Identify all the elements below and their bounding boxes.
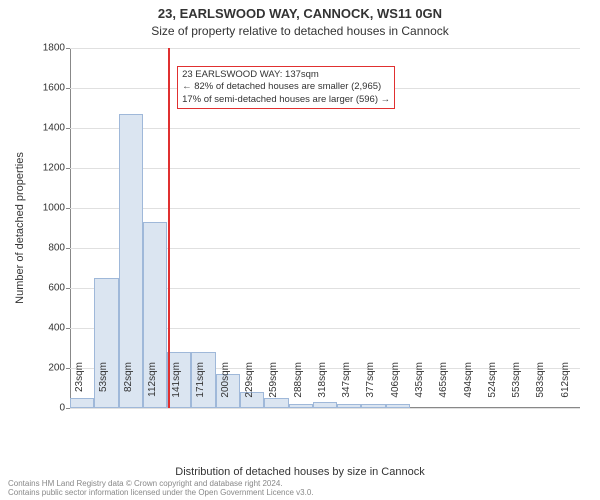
gridline	[70, 128, 580, 129]
y-tick-label: 1800	[25, 43, 65, 54]
footer-line-2: Contains public sector information licen…	[8, 488, 592, 498]
x-tick-label: 288sqm	[293, 362, 304, 412]
y-axis-line	[70, 48, 71, 408]
gridline	[70, 48, 580, 49]
plot-inner: 02004006008001000120014001600180023sqm53…	[70, 48, 580, 408]
x-tick-label: 171sqm	[195, 362, 206, 412]
x-tick-label: 583sqm	[535, 362, 546, 412]
y-tick-mark	[66, 288, 70, 289]
x-tick-label: 112sqm	[147, 362, 158, 412]
y-axis-label: Number of detached properties	[14, 152, 26, 304]
chart-title: 23, EARLSWOOD WAY, CANNOCK, WS11 0GN	[0, 6, 600, 21]
annotation-line: 23 EARLSWOOD WAY: 137sqm	[182, 69, 390, 81]
y-tick-mark	[66, 48, 70, 49]
x-tick-label: 200sqm	[220, 362, 231, 412]
y-tick-label: 1600	[25, 83, 65, 94]
y-tick-mark	[66, 368, 70, 369]
x-axis-label: Distribution of detached houses by size …	[0, 466, 600, 478]
chart-subtitle: Size of property relative to detached ho…	[0, 24, 600, 38]
footer-credits: Contains HM Land Registry data © Crown c…	[8, 479, 592, 498]
x-tick-label: 53sqm	[98, 362, 109, 412]
x-tick-label: 259sqm	[268, 362, 279, 412]
y-tick-label: 800	[25, 243, 65, 254]
x-tick-label: 465sqm	[438, 362, 449, 412]
y-tick-mark	[66, 208, 70, 209]
y-tick-label: 200	[25, 363, 65, 374]
x-tick-label: 347sqm	[341, 362, 352, 412]
y-tick-label: 1200	[25, 163, 65, 174]
x-tick-label: 406sqm	[390, 362, 401, 412]
x-tick-label: 377sqm	[365, 362, 376, 412]
y-tick-mark	[66, 408, 70, 409]
x-tick-label: 612sqm	[560, 362, 571, 412]
y-tick-label: 0	[25, 403, 65, 414]
x-tick-label: 229sqm	[244, 362, 255, 412]
y-tick-label: 400	[25, 323, 65, 334]
x-tick-label: 82sqm	[123, 362, 134, 412]
annotation-line: 17% of semi-detached houses are larger (…	[182, 94, 390, 106]
y-tick-label: 1000	[25, 203, 65, 214]
x-tick-label: 23sqm	[74, 362, 85, 412]
y-tick-mark	[66, 128, 70, 129]
x-tick-label: 494sqm	[463, 362, 474, 412]
x-tick-label: 318sqm	[317, 362, 328, 412]
x-tick-label: 524sqm	[487, 362, 498, 412]
annotation-box: 23 EARLSWOOD WAY: 137sqm← 82% of detache…	[177, 66, 395, 109]
gridline	[70, 168, 580, 169]
gridline	[70, 208, 580, 209]
y-tick-mark	[66, 88, 70, 89]
footer-line-1: Contains HM Land Registry data © Crown c…	[8, 479, 592, 489]
y-tick-mark	[66, 248, 70, 249]
x-tick-label: 435sqm	[414, 362, 425, 412]
plot-area: 02004006008001000120014001600180023sqm53…	[70, 48, 580, 408]
x-tick-label: 141sqm	[171, 362, 182, 412]
y-tick-mark	[66, 328, 70, 329]
y-tick-mark	[66, 168, 70, 169]
annotation-line: ← 82% of detached houses are smaller (2,…	[182, 81, 390, 93]
marker-line	[168, 48, 170, 408]
y-tick-label: 600	[25, 283, 65, 294]
chart-container: 23, EARLSWOOD WAY, CANNOCK, WS11 0GN Siz…	[0, 0, 600, 500]
x-tick-label: 553sqm	[511, 362, 522, 412]
y-tick-label: 1400	[25, 123, 65, 134]
